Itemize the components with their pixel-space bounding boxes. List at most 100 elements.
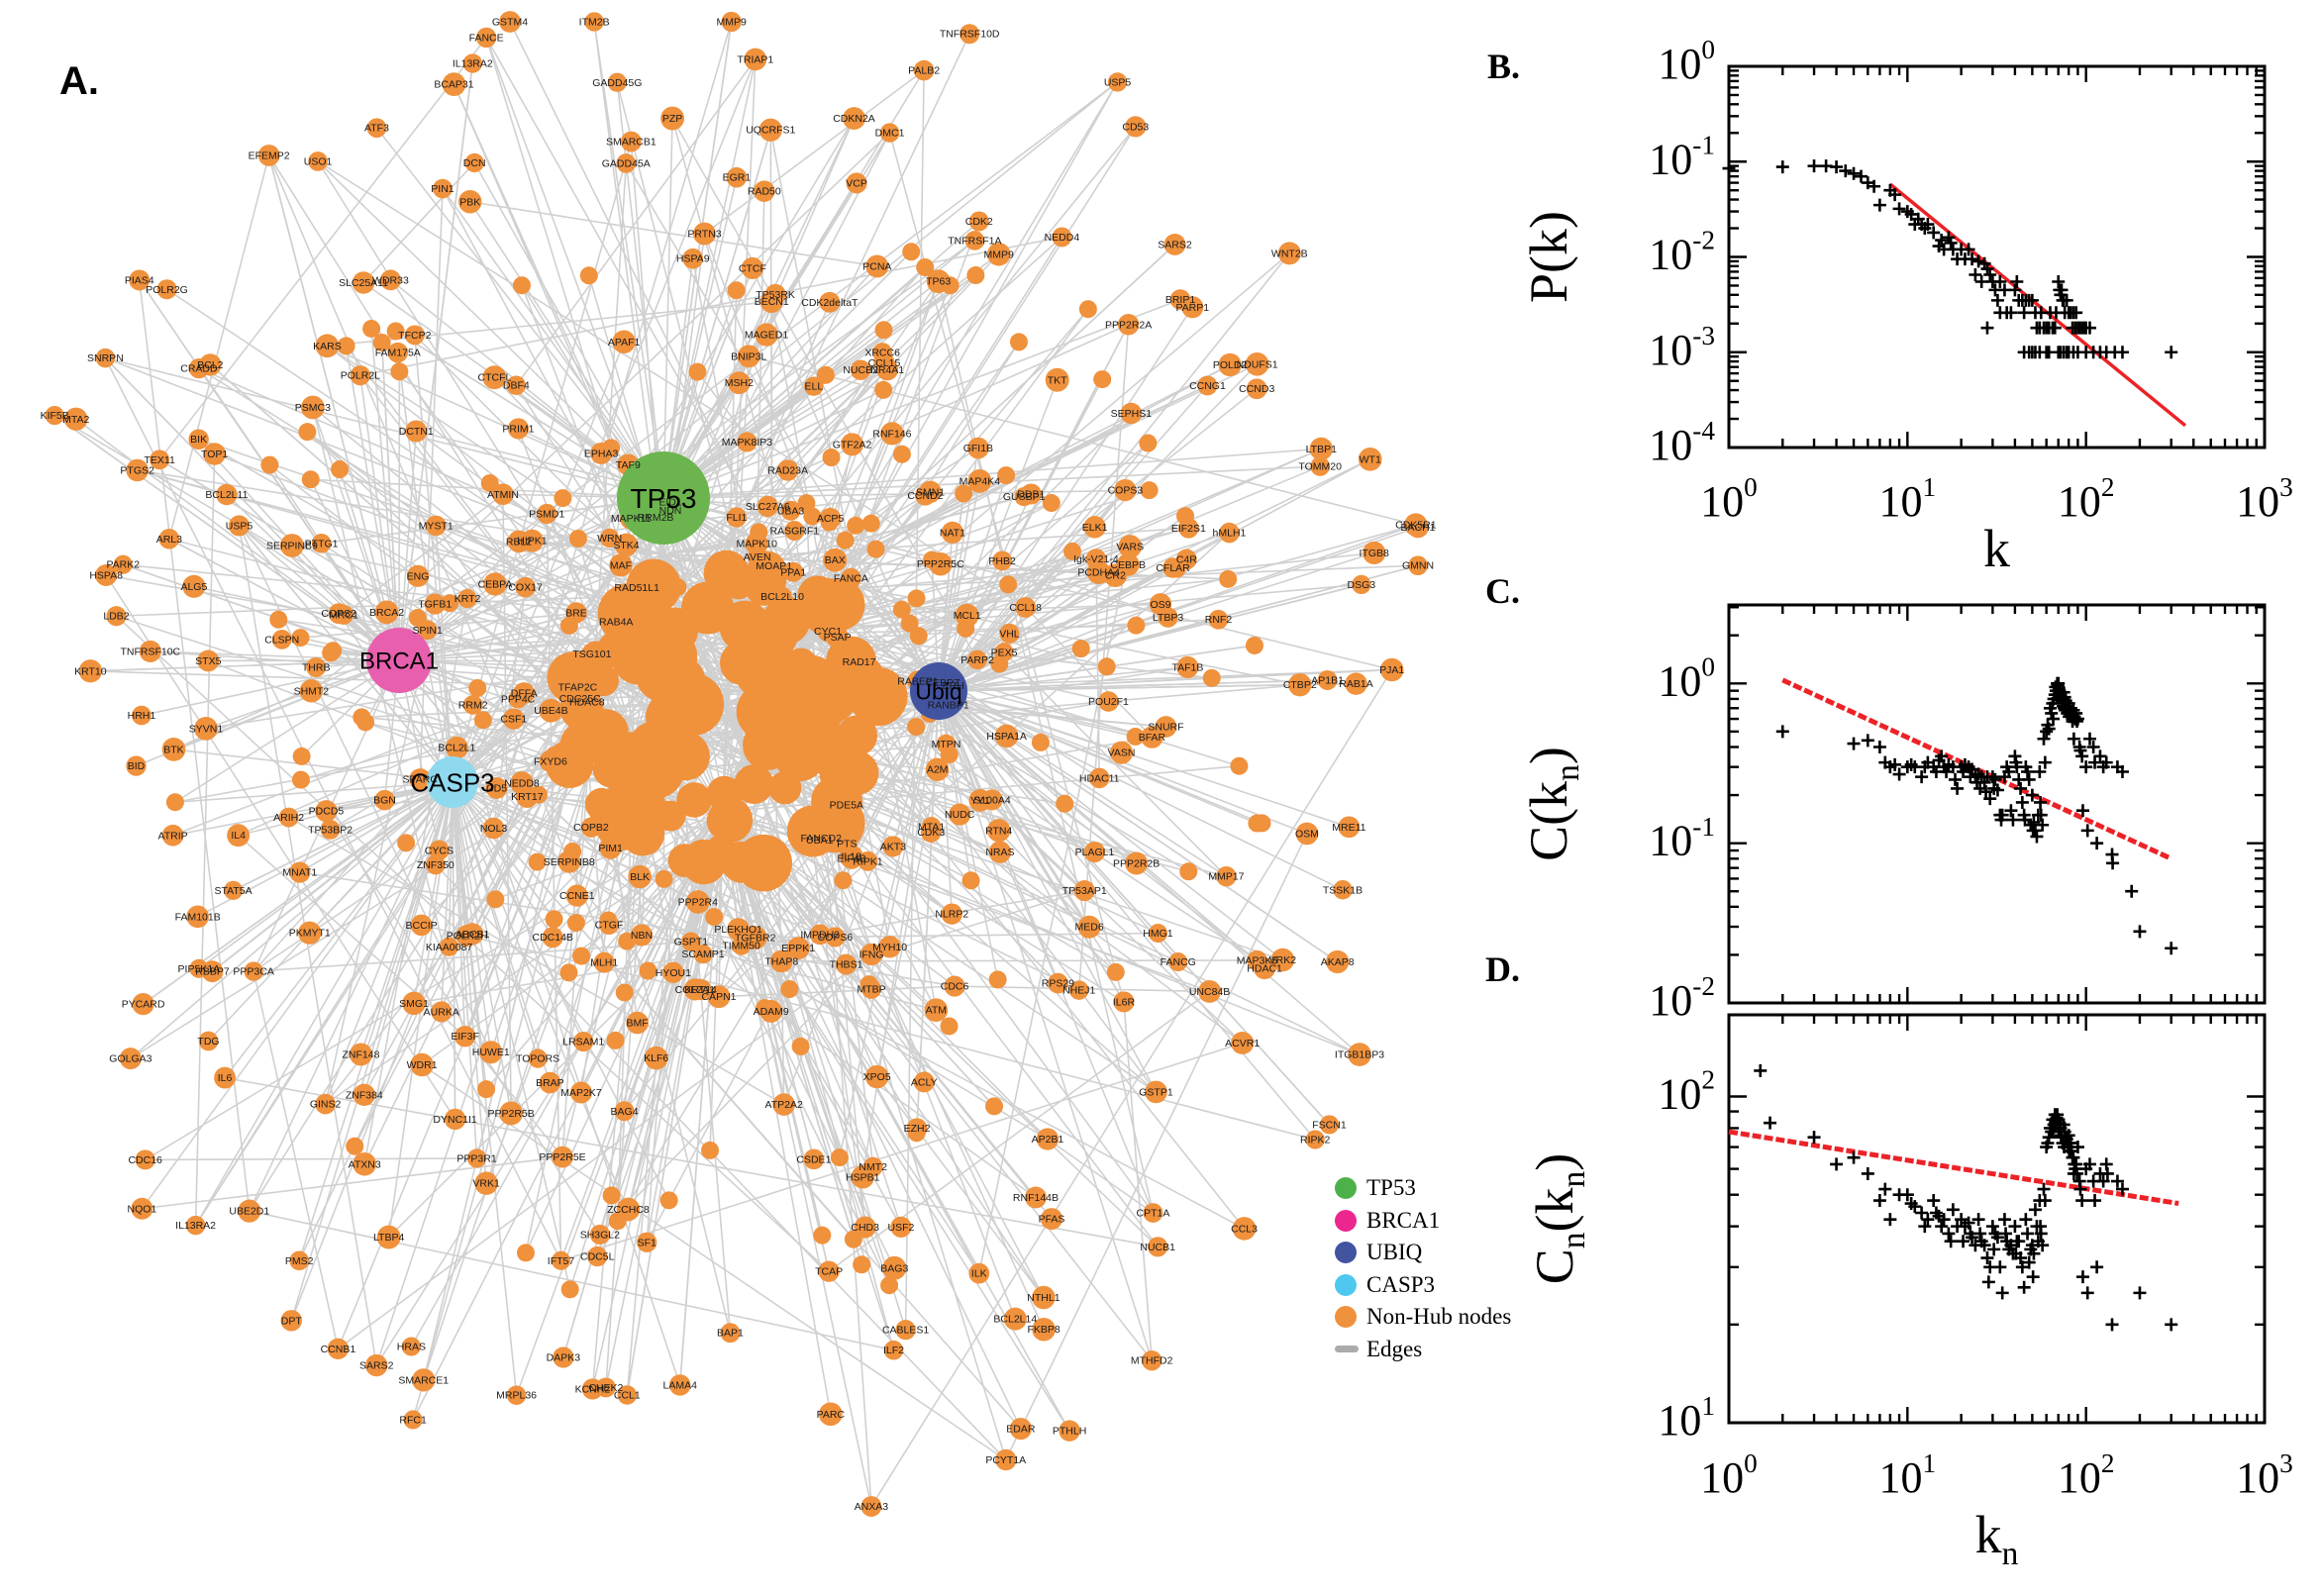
svg-text:CABLES1: CABLES1 bbox=[882, 1325, 929, 1337]
svg-text:CDK2: CDK2 bbox=[965, 216, 993, 228]
svg-text:A2M: A2M bbox=[927, 764, 949, 776]
svg-text:RAB4A: RAB4A bbox=[599, 617, 633, 629]
svg-text:MAGED1: MAGED1 bbox=[745, 330, 789, 342]
svg-text:VASN: VASN bbox=[1108, 748, 1136, 759]
svg-text:MLH1: MLH1 bbox=[590, 957, 618, 969]
axis-ticks bbox=[1727, 64, 2267, 449]
svg-text:WT1: WT1 bbox=[1360, 453, 1381, 465]
svg-text:HDAC11: HDAC11 bbox=[1079, 772, 1120, 784]
svg-text:LTBP4: LTBP4 bbox=[373, 1232, 404, 1244]
legend-item-label: UBIQ bbox=[1366, 1240, 1423, 1265]
hub-node-brca1 bbox=[366, 628, 432, 693]
svg-text:HSPA8: HSPA8 bbox=[89, 570, 123, 582]
svg-text:CHD3: CHD3 bbox=[851, 1222, 879, 1234]
y-tick-label: 10-4 bbox=[1649, 416, 1715, 469]
svg-text:ANXA3: ANXA3 bbox=[855, 1501, 889, 1513]
svg-text:MAPK11: MAPK11 bbox=[611, 513, 652, 525]
svg-text:SCAMP1: SCAMP1 bbox=[681, 948, 724, 960]
svg-text:CTCF: CTCF bbox=[739, 262, 766, 274]
svg-text:HYOU1: HYOU1 bbox=[656, 967, 691, 979]
svg-text:PPP3CA: PPP3CA bbox=[233, 966, 273, 978]
svg-text:TNFRSF1A: TNFRSF1A bbox=[948, 235, 1001, 247]
x-axis-title: kn bbox=[1975, 1505, 2019, 1572]
svg-text:PZP: PZP bbox=[662, 113, 682, 125]
svg-text:APAF1: APAF1 bbox=[608, 337, 641, 349]
svg-text:BCCIP: BCCIP bbox=[406, 920, 438, 932]
svg-text:MRPL36: MRPL36 bbox=[496, 1390, 537, 1402]
svg-text:MAP4K4: MAP4K4 bbox=[960, 475, 1001, 487]
scatter-points bbox=[1754, 1063, 2178, 1332]
svg-text:PJA1: PJA1 bbox=[1379, 664, 1404, 676]
svg-text:NR4A1: NR4A1 bbox=[870, 364, 904, 376]
svg-text:VRK2: VRK2 bbox=[1269, 954, 1297, 966]
svg-text:POU2F1: POU2F1 bbox=[1088, 696, 1129, 708]
svg-text:BAP1: BAP1 bbox=[717, 1328, 744, 1340]
y-tick-label: 10-1 bbox=[1649, 130, 1715, 183]
svg-text:TNFRSF10D: TNFRSF10D bbox=[940, 29, 1000, 41]
svg-text:WDR1: WDR1 bbox=[407, 1059, 438, 1071]
svg-text:PARC: PARC bbox=[817, 1409, 846, 1421]
svg-text:SPIN1: SPIN1 bbox=[412, 625, 443, 637]
svg-text:LTBP1: LTBP1 bbox=[1306, 444, 1337, 455]
svg-text:FANCA: FANCA bbox=[834, 573, 868, 585]
legend-item-label: TP53 bbox=[1366, 1175, 1416, 1201]
y-tick-label: 10-1 bbox=[1649, 812, 1715, 865]
network-nodes bbox=[45, 11, 1429, 1517]
svg-text:VRK1: VRK1 bbox=[472, 1178, 500, 1190]
svg-text:AKT3: AKT3 bbox=[880, 841, 906, 852]
svg-text:BECN1: BECN1 bbox=[755, 296, 789, 308]
x-tick-label: 100 bbox=[1700, 472, 1758, 526]
legend-item: Edges bbox=[1335, 1334, 1511, 1366]
svg-text:PHB2: PHB2 bbox=[988, 555, 1016, 567]
svg-text:POLD2: POLD2 bbox=[1213, 359, 1248, 371]
svg-text:MAPK10: MAPK10 bbox=[736, 539, 777, 550]
svg-text:CDC6: CDC6 bbox=[941, 981, 969, 993]
svg-text:FKBP8: FKBP8 bbox=[1027, 1324, 1060, 1336]
svg-text:PTHLH: PTHLH bbox=[1053, 1426, 1086, 1438]
svg-text:GUSBP1: GUSBP1 bbox=[1003, 491, 1046, 503]
svg-text:HRH1: HRH1 bbox=[128, 710, 156, 722]
svg-text:MSH2: MSH2 bbox=[725, 377, 754, 389]
svg-text:MAPK8IP3: MAPK8IP3 bbox=[722, 437, 773, 449]
svg-text:CSF1: CSF1 bbox=[500, 714, 527, 726]
svg-text:PRTN3: PRTN3 bbox=[687, 229, 721, 241]
legend-item: UBIQ bbox=[1335, 1237, 1511, 1269]
svg-text:NEDD4: NEDD4 bbox=[1045, 232, 1080, 244]
svg-text:IL13RA2: IL13RA2 bbox=[175, 1220, 216, 1232]
svg-text:TDG: TDG bbox=[197, 1036, 219, 1047]
svg-text:STAT5A: STAT5A bbox=[215, 885, 252, 897]
svg-text:RAD50: RAD50 bbox=[748, 186, 781, 198]
svg-text:RAD51L1: RAD51L1 bbox=[614, 582, 659, 594]
svg-text:PIM1: PIM1 bbox=[598, 843, 623, 854]
svg-text:HIPK1: HIPK1 bbox=[517, 536, 548, 548]
svg-text:PTTG1: PTTG1 bbox=[305, 538, 339, 549]
svg-text:TP53RK: TP53RK bbox=[756, 289, 795, 301]
svg-text:SPARC: SPARC bbox=[403, 774, 439, 786]
svg-text:MMP9: MMP9 bbox=[716, 17, 746, 29]
chart-panel-b: 100 101 102 103 100 10-1 10-2 10-3 10-4 P(k) k bbox=[1519, 35, 2293, 578]
edge-swatch-icon bbox=[1335, 1346, 1359, 1353]
svg-text:PARP2: PARP2 bbox=[960, 654, 994, 666]
svg-text:ADAM9: ADAM9 bbox=[754, 1006, 789, 1018]
svg-text:VCP: VCP bbox=[846, 177, 867, 189]
legend: TP53 BRCA1 UBIQ CASP3 Non-Hub nodes Edges bbox=[1335, 1172, 1511, 1365]
svg-text:IL6R: IL6R bbox=[1113, 996, 1136, 1008]
svg-text:PTGS2: PTGS2 bbox=[120, 464, 154, 476]
svg-text:NUDC: NUDC bbox=[945, 809, 975, 821]
svg-text:RIPK1: RIPK1 bbox=[853, 855, 883, 867]
svg-text:ATXN3: ATXN3 bbox=[349, 1158, 381, 1170]
svg-text:SMN1: SMN1 bbox=[916, 486, 945, 498]
svg-text:XPO5: XPO5 bbox=[863, 1071, 891, 1083]
legend-item-label: Non-Hub nodes bbox=[1366, 1304, 1512, 1330]
svg-text:NAT1: NAT1 bbox=[940, 527, 965, 539]
svg-text:NEDD8: NEDD8 bbox=[504, 777, 540, 789]
svg-text:GFI1B: GFI1B bbox=[963, 443, 993, 454]
svg-text:CPT1A: CPT1A bbox=[1137, 1207, 1170, 1219]
svg-text:NDUFS1: NDUFS1 bbox=[1237, 358, 1278, 370]
svg-text:PCDHA4: PCDHA4 bbox=[1077, 567, 1120, 579]
svg-text:TFAP2C: TFAP2C bbox=[558, 682, 598, 694]
svg-text:SLC25A11: SLC25A11 bbox=[339, 277, 388, 289]
svg-text:PLAGL1: PLAGL1 bbox=[1075, 847, 1115, 858]
svg-text:FLI1: FLI1 bbox=[726, 512, 747, 524]
svg-text:DDB1: DDB1 bbox=[1017, 488, 1045, 500]
